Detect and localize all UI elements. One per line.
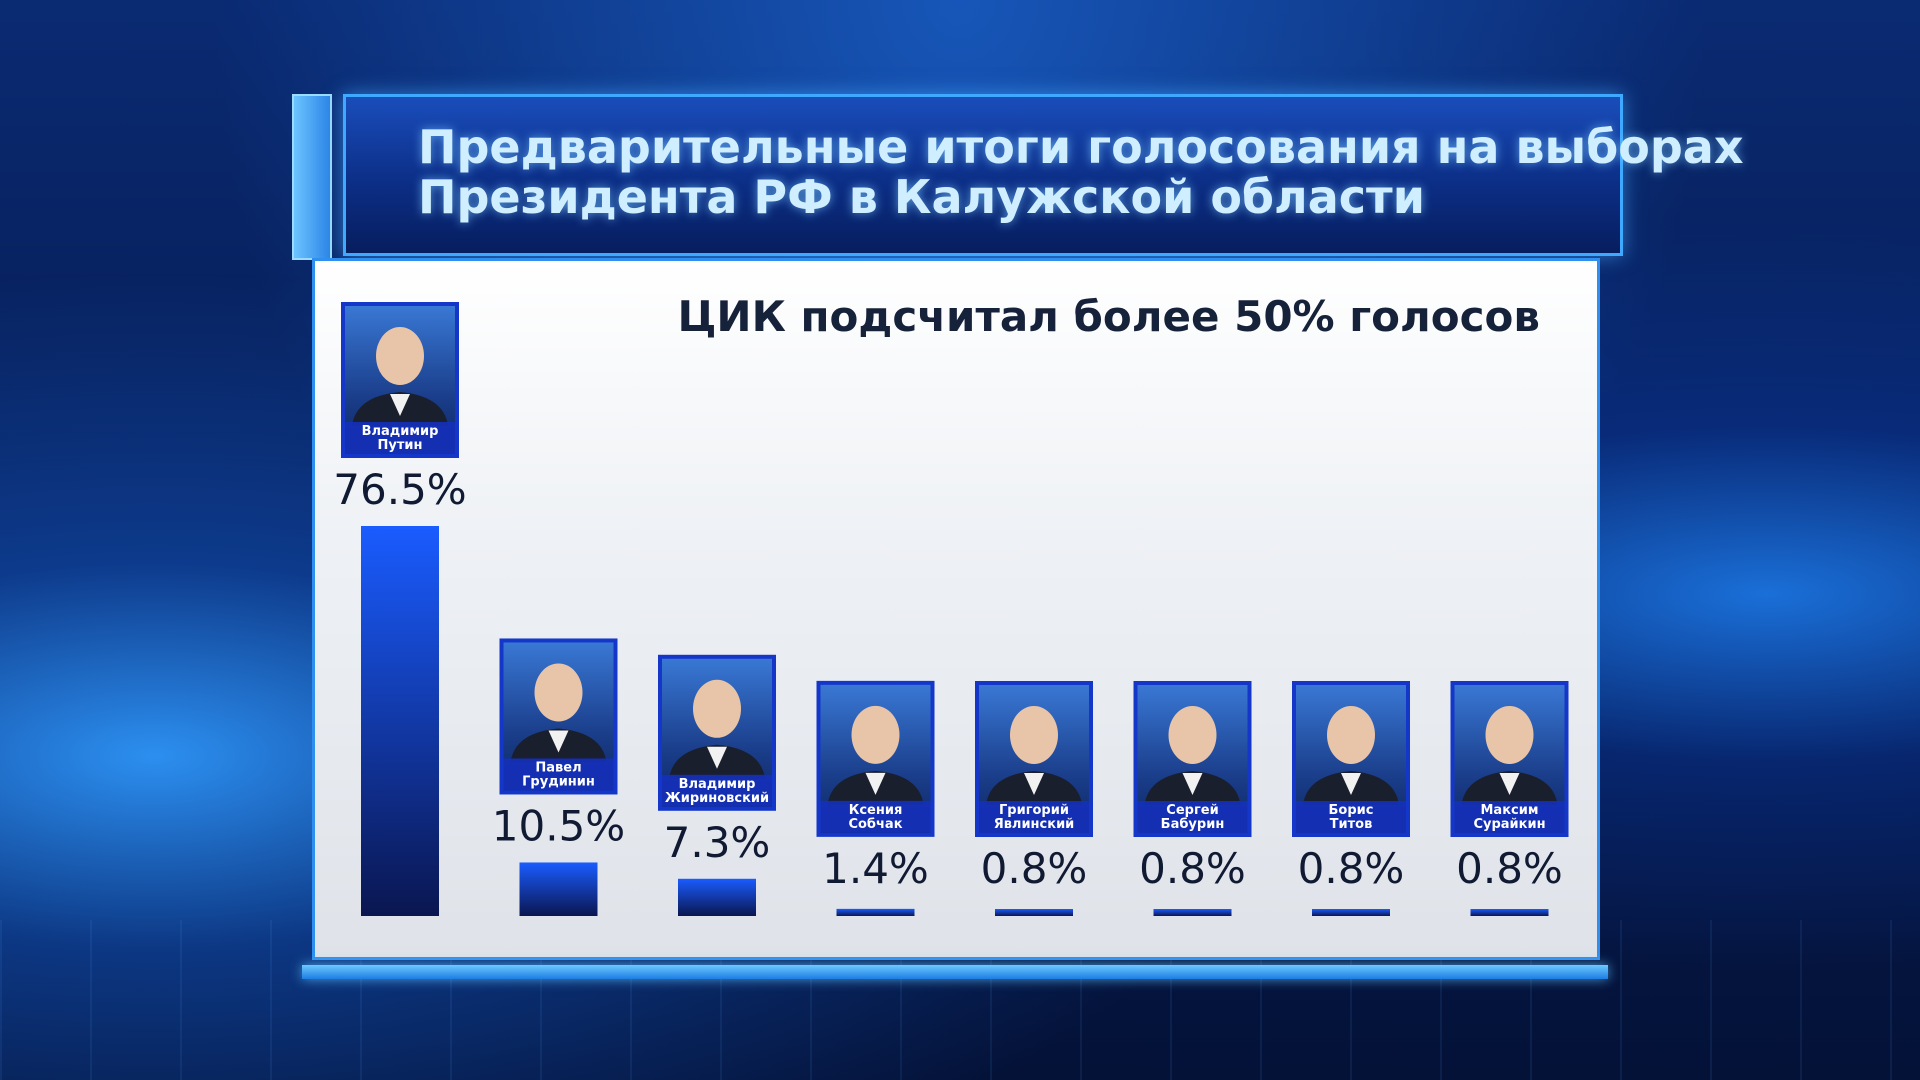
candidate-portrait-icon	[986, 706, 1082, 805]
title-line-2: Президента РФ в Калужской области	[418, 170, 1425, 224]
candidate-name-8-line-2: Сурайкин	[1473, 817, 1545, 832]
title-line-1: Предварительные итоги голосования на выб…	[418, 120, 1744, 174]
candidate-name-1-line-1: Владимир	[362, 424, 439, 439]
value-label-3: 7.3%	[664, 818, 771, 867]
candidate-portrait-icon	[510, 663, 607, 763]
value-label-4: 1.4%	[822, 844, 929, 893]
candidate-name-8-line-1: Максим	[1481, 803, 1539, 818]
name-strip	[1137, 801, 1248, 833]
bar-1	[361, 526, 439, 916]
candidate-name-5-line-2: Явлинский	[994, 817, 1075, 832]
value-label-1: 76.5%	[333, 465, 466, 514]
candidate-portrait-icon	[1461, 706, 1558, 805]
name-strip	[503, 758, 614, 791]
candidate-name-7-line-1: Борис	[1329, 803, 1374, 818]
candidate-name-2-line-2: Грудинин	[522, 774, 595, 789]
value-label-7: 0.8%	[1298, 844, 1405, 893]
chart-title: Предварительные итоги голосования на выб…	[418, 120, 1744, 224]
name-strip	[662, 774, 772, 807]
name-strip	[1454, 801, 1565, 833]
candidate-name-6-line-2: Бабурин	[1161, 817, 1225, 832]
candidate-name-4-line-1: Ксения	[849, 803, 903, 818]
candidate-portrait-icon	[352, 327, 448, 426]
name-strip	[345, 422, 455, 454]
bar-3	[678, 878, 756, 916]
candidate-name-7-line-2: Титов	[1330, 817, 1373, 832]
candidate-name-1-line-2: Путин	[378, 438, 423, 453]
title-banner	[343, 94, 1623, 256]
bar-2	[519, 862, 598, 916]
candidate-name-6-line-1: Сергей	[1166, 803, 1218, 818]
bar-8	[1470, 909, 1549, 916]
candidate-name-4-line-2: Собчак	[848, 817, 902, 832]
bar-7	[1312, 909, 1390, 916]
value-label-5: 0.8%	[981, 844, 1088, 893]
candidate-name-2-line-1: Павел	[535, 760, 581, 775]
name-strip	[820, 800, 931, 833]
value-label-6: 0.8%	[1139, 844, 1246, 893]
candidate-name-3-line-1: Владимир	[679, 777, 756, 792]
bar-5	[995, 909, 1073, 916]
candidate-name-5-line-1: Григорий	[999, 803, 1069, 818]
candidate-portrait-icon	[669, 679, 765, 779]
bar-4	[836, 908, 915, 916]
panel-base-bar	[302, 965, 1608, 979]
name-strip	[979, 801, 1089, 833]
candidate-name-3-line-2: Жириновский	[665, 791, 769, 806]
value-label-2: 10.5%	[492, 801, 625, 850]
candidate-portrait-icon	[1303, 706, 1399, 805]
candidate-portrait-icon	[1144, 706, 1241, 805]
chart-panel	[312, 258, 1600, 960]
value-label-8: 0.8%	[1456, 844, 1563, 893]
chart-subtitle: ЦИК подсчитал более 50% голосов	[677, 292, 1540, 341]
bar-6	[1153, 909, 1232, 916]
title-accent-tab	[292, 94, 332, 260]
name-strip	[1296, 801, 1406, 833]
candidate-portrait-icon	[827, 705, 924, 805]
